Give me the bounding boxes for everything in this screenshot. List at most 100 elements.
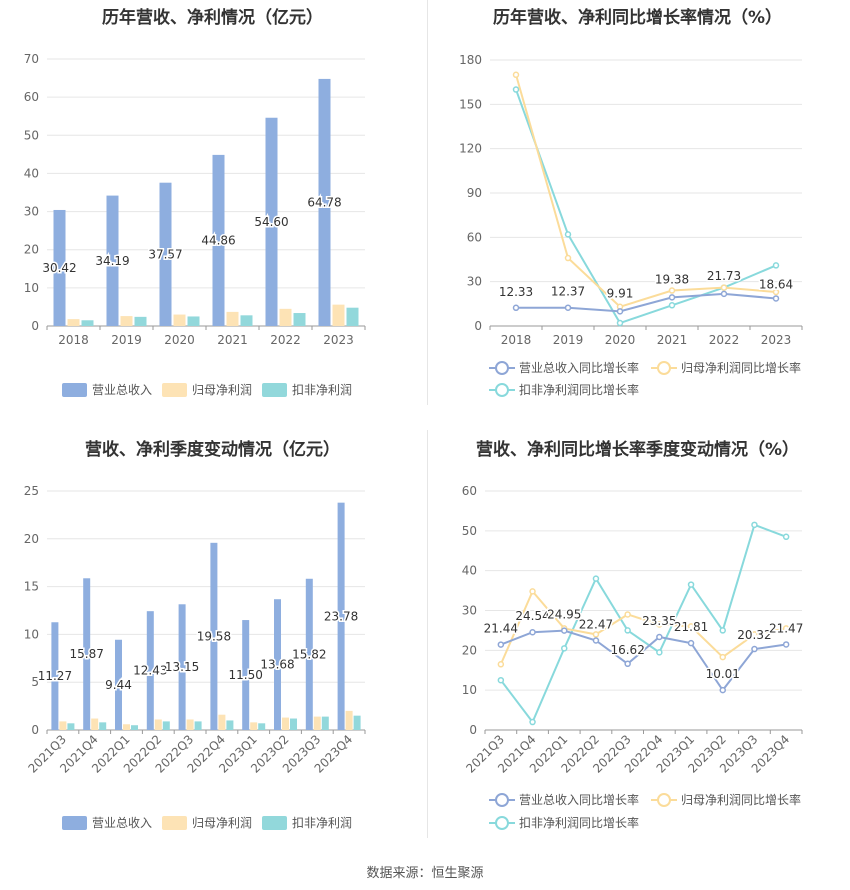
data-label: 15.87 xyxy=(70,647,104,661)
y-tick-label: 60 xyxy=(467,230,482,244)
data-point xyxy=(624,611,631,618)
data-label: 24.95 xyxy=(547,608,581,622)
y-tick-label: 60 xyxy=(462,484,477,498)
data-point xyxy=(782,533,790,541)
bar-revenue xyxy=(115,639,122,730)
legend-label: 归母净利润同比增长率 xyxy=(681,792,801,807)
bar-deducted-profit xyxy=(346,307,359,326)
legend-marker xyxy=(495,383,509,397)
quarterly-revenue-profit-panel: 营收、净利季度变动情况（亿元） 0 5 10 15 20 25 2021Q3 2021Q4 20… xyxy=(0,430,425,860)
data-label: 30.42 xyxy=(42,261,76,275)
data-label: 21.81 xyxy=(674,620,708,634)
data-point xyxy=(719,686,726,694)
data-point xyxy=(656,649,663,656)
data-point xyxy=(497,641,505,648)
data-label: 13.15 xyxy=(165,660,199,674)
data-label: 64.78 xyxy=(307,195,341,209)
bar-net-profit xyxy=(332,304,345,326)
y-tick-label: 70 xyxy=(24,52,39,66)
data-label: 18.64 xyxy=(759,277,793,291)
data-point xyxy=(529,588,536,595)
y-tick-label: 40 xyxy=(462,564,477,578)
data-label: 12.33 xyxy=(499,285,533,299)
series-line xyxy=(515,89,777,325)
bar-net-profit xyxy=(67,319,80,326)
y-tick-label: 5 xyxy=(31,675,39,689)
annual-growth-rate-panel: 历年营收、净利同比增长率情况（%） 0 30 60 90 120 150 180 2018 20… xyxy=(425,0,850,430)
data-point xyxy=(687,623,695,630)
x-tick-label: 2020 xyxy=(164,333,195,347)
data-point xyxy=(668,287,676,294)
data-point xyxy=(561,645,568,652)
data-point xyxy=(624,660,631,668)
x-tick-label: 2023 xyxy=(323,333,354,347)
y-tick-label: 20 xyxy=(462,643,477,657)
y-tick-label: 120 xyxy=(459,142,482,156)
bar-net-profit xyxy=(313,716,321,730)
y-tick-label: 10 xyxy=(462,683,477,697)
legend-marker xyxy=(495,816,509,830)
x-tick-label: 2022 xyxy=(709,333,740,347)
y-tick-label: 10 xyxy=(24,627,39,641)
data-point xyxy=(719,653,726,661)
data-point xyxy=(564,304,572,311)
bar-deducted-profit xyxy=(353,715,361,730)
data-point xyxy=(564,231,572,238)
data-label: 11.50 xyxy=(229,668,263,682)
data-point xyxy=(616,319,624,327)
data-label: 9.44 xyxy=(105,678,132,692)
data-label: 10.01 xyxy=(706,667,740,681)
bar-net-profit xyxy=(186,719,194,730)
series-line xyxy=(515,292,777,313)
data-label: 23.78 xyxy=(324,609,358,623)
bar-net-profit xyxy=(120,316,133,326)
legend-label: 归母净利润 xyxy=(192,816,252,830)
data-label: 19.38 xyxy=(655,272,689,286)
bar-revenue xyxy=(53,209,66,326)
data-point xyxy=(512,86,520,93)
bar-net-profit xyxy=(226,311,239,326)
y-tick-label: 0 xyxy=(31,319,39,333)
bar-revenue xyxy=(106,195,119,326)
data-label: 19.58 xyxy=(197,629,231,643)
y-tick-label: 150 xyxy=(459,97,482,111)
legend-swatch xyxy=(162,383,187,397)
y-tick-label: 90 xyxy=(467,186,482,200)
data-label: 22.47 xyxy=(579,617,613,631)
bar-deducted-profit xyxy=(321,716,329,730)
y-tick-label: 40 xyxy=(24,166,39,180)
bar-net-profit xyxy=(123,724,130,730)
data-point xyxy=(561,627,568,634)
data-point xyxy=(564,254,572,262)
bar-revenue xyxy=(265,117,278,327)
series-line xyxy=(499,589,787,665)
bar-deducted-profit xyxy=(258,723,266,730)
bar-deducted-profit xyxy=(226,720,234,730)
data-point xyxy=(772,262,780,269)
quarterly-growth-rate-chart: 01020304050602021Q32021Q42022Q12022Q2202… xyxy=(462,484,805,830)
data-label: 54.60 xyxy=(254,215,288,229)
x-tick-label: 2021 xyxy=(217,333,248,347)
legend-label: 扣非净利润 xyxy=(292,816,352,830)
bar-deducted-profit xyxy=(131,725,138,730)
data-label: 34.19 xyxy=(95,254,129,268)
legend-label: 营业总收入同比增长率 xyxy=(519,792,639,807)
y-tick-label: 50 xyxy=(462,524,477,538)
bar-revenue xyxy=(83,578,91,730)
bar-revenue xyxy=(159,182,172,326)
x-tick-label: 2019 xyxy=(553,333,584,347)
x-tick-label: 2022 xyxy=(270,333,301,347)
bar-net-profit xyxy=(250,722,258,730)
data-label: 12.37 xyxy=(551,285,585,299)
data-label: 15.82 xyxy=(292,647,326,661)
x-tick-label: 2023 xyxy=(761,333,792,347)
bar-deducted-profit xyxy=(293,313,306,326)
y-tick-label: 60 xyxy=(24,90,39,104)
data-label: 12.43 xyxy=(133,664,167,678)
data-point xyxy=(772,295,780,302)
bar-net-profit xyxy=(154,719,162,730)
y-tick-label: 0 xyxy=(474,319,482,333)
bar-deducted-profit xyxy=(290,718,297,730)
legend-label: 归母净利润 xyxy=(192,383,252,397)
series-line xyxy=(515,74,777,308)
